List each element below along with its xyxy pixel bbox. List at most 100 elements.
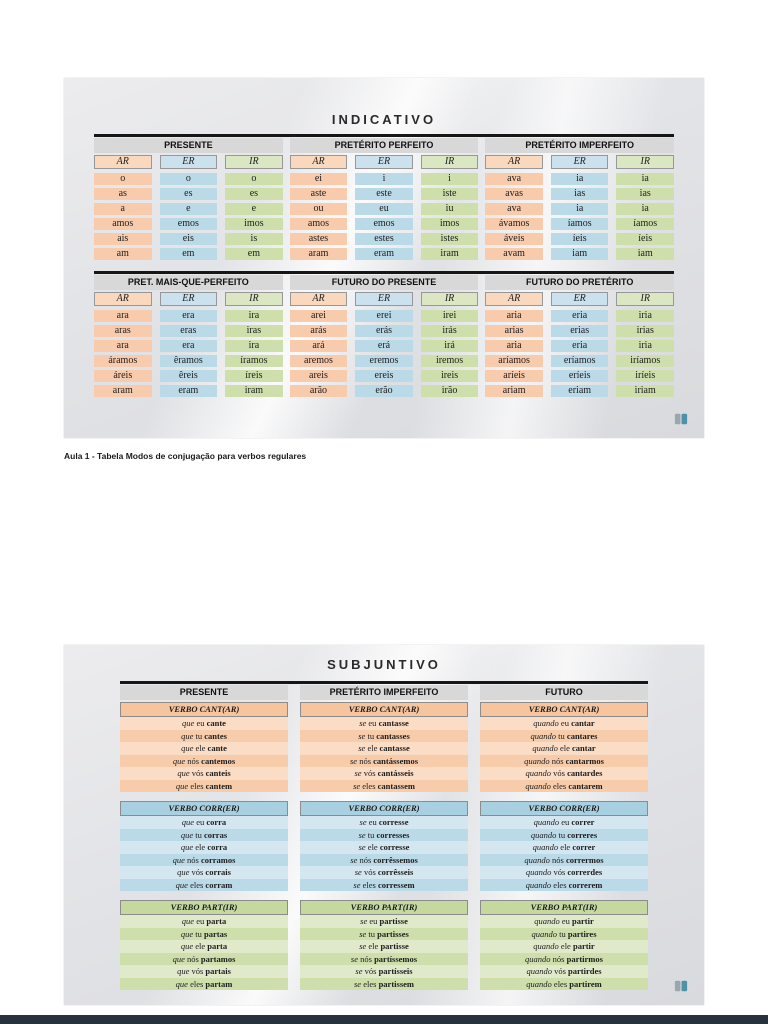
conjugation-row: quando vós partirdes xyxy=(480,965,648,978)
verb-form: cantardes xyxy=(567,768,603,778)
conjunction: que xyxy=(181,730,194,741)
verb-ending-cell: i xyxy=(420,173,479,185)
conjunction: que xyxy=(177,867,190,877)
pronoun: eu xyxy=(366,718,379,728)
verb-ending-cell: aste xyxy=(289,188,348,200)
conjunction: que xyxy=(175,780,189,791)
conjugation-row: que nós cantemos xyxy=(120,754,288,767)
conjugation-row: se ele cantasse xyxy=(300,742,468,755)
verb-ending-cell: iríeis xyxy=(616,370,675,382)
slide-title-indicativo: INDICATIVO xyxy=(331,112,437,127)
pronoun: vós xyxy=(362,966,379,976)
verb-ending-cell: ara xyxy=(94,310,152,322)
verb-form: cante xyxy=(207,743,227,753)
pronoun: ele xyxy=(365,743,380,753)
verb-block-header: VERBO CANT(AR) xyxy=(120,702,288,717)
pronoun: eles xyxy=(551,879,569,890)
column-header-row: AR ER IR xyxy=(485,155,675,169)
pronoun: nós xyxy=(549,755,566,766)
verb-block: VERBO PART(IR) que eu parta que tu partas q… xyxy=(120,900,288,990)
pronoun: vós xyxy=(551,966,569,976)
verb-block-header: VERBO CORR(ER) xyxy=(120,801,288,816)
pronoun: nós xyxy=(549,854,566,865)
conjugation-row: que tu partas xyxy=(120,927,288,940)
conjunction: que xyxy=(177,966,190,976)
verb-ending-cell: ira xyxy=(225,340,283,352)
pronoun: tu xyxy=(366,928,378,939)
conjunction: que xyxy=(181,743,194,753)
conjunction: que xyxy=(180,928,194,939)
verb-ending-cell: ia xyxy=(616,173,675,185)
verb-ending-cell: am xyxy=(94,248,152,260)
conjugation-row: se eles cantassem xyxy=(300,779,468,792)
verb-ending-cell: aria xyxy=(485,310,543,322)
conjunction: se xyxy=(350,953,359,964)
verb-ending-cell: ereis xyxy=(355,370,413,382)
tense-header-row: PRESENTE PRETÉRITO IMPERFEITO FUTURO xyxy=(120,685,648,700)
endings-grid: aria eria iria arias erias irias aria eria iria a… xyxy=(485,310,675,397)
verb-form: partirmos xyxy=(566,953,603,964)
endings-grid: ei i i aste este iste ou eu iu amos emos imos astes e… xyxy=(289,173,479,260)
verb-form: partir xyxy=(572,941,595,951)
verb-block: VERBO CANT(AR) se eu cantasse se tu cantas… xyxy=(300,702,468,792)
verb-form: cantares xyxy=(566,730,598,741)
verb-form: corrêssemos xyxy=(373,854,418,865)
verb-form: corrêsseis xyxy=(377,867,414,877)
verb-form: cante xyxy=(206,718,226,728)
conjugation-row: se tu cantasses xyxy=(300,729,468,742)
conjunction: se xyxy=(354,867,362,877)
conjugation-rows: se eu cantasse se tu cantasses se ele cant… xyxy=(300,717,468,792)
verb-form: partisses xyxy=(377,928,409,939)
column-header-ar: AR xyxy=(485,292,543,306)
verb-ending-cell: ira xyxy=(225,310,283,322)
verb-ending-cell: em xyxy=(225,248,283,260)
verb-form: correr xyxy=(572,842,596,852)
verb-ending-cell: erás xyxy=(355,325,413,337)
conjunction: quando xyxy=(533,817,560,827)
divider-line xyxy=(94,271,674,274)
verb-form: partires xyxy=(567,928,597,939)
conjugation-row: que nós partamos xyxy=(120,952,288,965)
pronoun: vós xyxy=(189,867,206,877)
conjunction: quando xyxy=(534,916,560,926)
verb-form: cantemos xyxy=(201,755,236,766)
verb-form: cantar xyxy=(572,743,596,753)
subjuntivo-table-body: PRESENTE PRETÉRITO IMPERFEITO FUTURO VERBO … xyxy=(120,685,648,990)
verb-ending-cell: arias xyxy=(485,325,543,337)
conjugation-row: se nós corrêssemos xyxy=(300,853,468,866)
conjugation-row: se ele corresse xyxy=(300,841,468,854)
pronoun: tu xyxy=(193,928,204,939)
verb-ending-cell: íreis xyxy=(225,370,283,382)
conjugation-row: que vós partais xyxy=(120,965,288,978)
verb-form: cantar xyxy=(571,718,595,728)
conjunction: quando xyxy=(532,743,558,753)
conjunction: que xyxy=(181,817,195,827)
conjunction: se xyxy=(350,854,358,865)
column-header-ir: IR xyxy=(616,155,675,169)
conjugation-row: que ele parta xyxy=(120,940,288,953)
conjunction: se xyxy=(360,916,368,926)
verb-form: correr xyxy=(571,817,595,827)
conjugation-row: que eles cantem xyxy=(120,779,288,792)
verb-column: VERBO CANT(AR) quando eu cantar quando tu … xyxy=(480,702,648,990)
tense-section-title: PRESENTE xyxy=(94,138,283,153)
verb-ending-cell: avas xyxy=(485,188,543,200)
verb-ending-cell: a xyxy=(94,203,152,215)
pronoun: ele xyxy=(193,842,208,852)
verb-form: corram xyxy=(205,879,233,890)
verb-ending-cell: aram xyxy=(289,248,348,260)
verb-block-header: VERBO CANT(AR) xyxy=(300,702,468,717)
verb-ending-cell: êreis xyxy=(159,370,218,382)
verb-block: VERBO CORR(ER) se eu corresse se tu corres… xyxy=(300,801,468,891)
slide-subjuntivo: SUBJUNTIVO PRESENTE PRETÉRITO IMPERFEITO F… xyxy=(64,645,704,1005)
verb-ending-cell: amos xyxy=(94,218,152,230)
verb-form: correrem xyxy=(568,879,603,890)
verb-ending-cell: irá xyxy=(420,340,479,352)
conjugation-row: se nós partíssemos xyxy=(300,952,468,965)
verb-ending-cell: eriam xyxy=(550,385,609,397)
verb-form: partisse xyxy=(380,941,409,951)
verb-ending-cell: erão xyxy=(355,385,413,397)
verb-ending-cell: irias xyxy=(616,325,675,337)
conjunction: se xyxy=(353,879,361,890)
verb-form: partir xyxy=(572,916,594,926)
